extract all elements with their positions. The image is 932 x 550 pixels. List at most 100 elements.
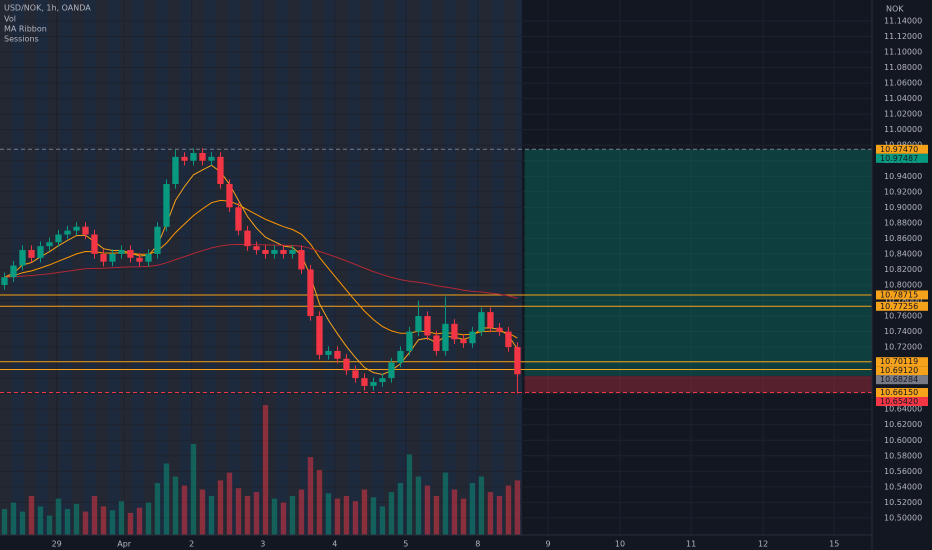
- y-tick-label: 10.64000: [884, 405, 922, 414]
- candle-body: [442, 323, 449, 351]
- volume-bar: [64, 509, 71, 535]
- candle-body: [46, 242, 53, 247]
- volume-bar: [397, 483, 404, 535]
- candle-body: [208, 156, 215, 161]
- candle-body: [370, 382, 377, 386]
- candle-body: [55, 234, 62, 243]
- candle-body: [154, 226, 161, 254]
- volume-bar: [370, 497, 377, 535]
- candle-body: [199, 152, 206, 161]
- axis-layer: 11.14000 11.12000 11.10000 11.08000 11.06000…: [52, 16, 928, 549]
- volume-bar: [82, 511, 89, 535]
- candle-body: [505, 331, 512, 348]
- price-label-box: [876, 366, 928, 376]
- y-tick-label: 10.92000: [884, 187, 922, 196]
- candle-body: [163, 184, 170, 227]
- x-tick-label: 11: [686, 540, 696, 549]
- y-tick-label: 10.50000: [884, 513, 922, 522]
- candle-body: [307, 269, 314, 317]
- chart-title: USD/NOK, 1h, OANDA: [4, 4, 91, 13]
- candle-body: [433, 335, 440, 351]
- price-label-box: [876, 153, 928, 163]
- candle-body: [352, 370, 359, 379]
- session-band: [480, 0, 492, 535]
- volume-bar: [100, 506, 107, 535]
- ma-line: [4, 199, 518, 339]
- volume-bar: [118, 501, 125, 535]
- indicator-label: MA Ribbon: [4, 25, 47, 34]
- volume-bar: [469, 483, 476, 535]
- session-band: [204, 0, 216, 535]
- position-loss: [524, 375, 872, 393]
- volume-bar: [496, 496, 503, 535]
- y-tick-label: 10.84000: [884, 249, 922, 258]
- volume-bar: [109, 510, 116, 535]
- candle-body: [334, 350, 341, 359]
- session-band: [168, 0, 180, 535]
- candle-body: [424, 316, 431, 336]
- session-band: [504, 0, 516, 535]
- volume-bar: [271, 498, 278, 535]
- session-band: [60, 0, 72, 535]
- volume-bar: [73, 503, 80, 535]
- session-band: [396, 0, 408, 535]
- candle-body: [244, 230, 251, 247]
- candle-body: [316, 316, 323, 355]
- volume-bar: [262, 405, 269, 535]
- volume-bar: [514, 480, 521, 535]
- y-tick-label: 10.86000: [884, 234, 922, 243]
- volume-bar: [289, 496, 296, 535]
- session-band: [24, 0, 36, 535]
- volume-bar: [379, 506, 386, 535]
- session-band: [384, 0, 396, 535]
- volume-bar: [190, 444, 197, 535]
- candle-body: [262, 250, 269, 254]
- volume-bar: [352, 501, 359, 535]
- y-tick-label: 11.12000: [884, 32, 922, 41]
- candle-body: [487, 312, 494, 328]
- grid-layer: [0, 0, 872, 535]
- candle-body: [325, 350, 332, 355]
- volume-bar: [154, 483, 161, 535]
- volume-bar: [244, 496, 251, 535]
- session-band: [192, 0, 204, 535]
- session-band: [156, 0, 168, 535]
- y-tick-label: 11.04000: [884, 94, 922, 103]
- volume-bar: [28, 496, 35, 535]
- volume-bar: [406, 454, 413, 535]
- x-tick-label: 4: [332, 540, 337, 549]
- y-tick-label: 10.80000: [884, 280, 922, 289]
- candle-body: [253, 246, 260, 251]
- volume-bar: [361, 489, 368, 535]
- volume-bar: [433, 496, 440, 535]
- volume-bar: [19, 511, 26, 535]
- volume-bar: [415, 476, 422, 535]
- y-tick-label: 10.62000: [884, 420, 922, 429]
- session-band: [264, 0, 276, 535]
- candle-body: [109, 253, 116, 262]
- volume-bar: [172, 476, 179, 535]
- y-tick-label: 10.60000: [884, 436, 922, 445]
- y-tick-label: 11.14000: [884, 16, 922, 25]
- session-band: [372, 0, 384, 535]
- candle-body: [298, 250, 305, 270]
- x-tick-label: 9: [545, 540, 550, 549]
- session-band: [84, 0, 96, 535]
- y-tick-label: 11.08000: [884, 63, 922, 72]
- volume-bar: [1, 509, 8, 535]
- y-tick-label: 10.76000: [884, 312, 922, 321]
- x-tick-label: 2: [189, 540, 194, 549]
- session-band: [288, 0, 300, 535]
- volume-bar: [181, 485, 188, 535]
- y-tick-label: 10.90000: [884, 203, 922, 212]
- volume-bar: [217, 480, 224, 535]
- price-label: 10.97470: [880, 145, 918, 154]
- y-tick-label: 11.10000: [884, 48, 922, 57]
- candle-body: [226, 184, 233, 208]
- price-label-box: [876, 301, 928, 311]
- candle-body: [388, 362, 395, 379]
- candle-body: [190, 152, 197, 161]
- sessions-layer: [0, 0, 522, 535]
- price-label-box: [876, 375, 928, 385]
- y-tick-label: 11.06000: [884, 79, 922, 88]
